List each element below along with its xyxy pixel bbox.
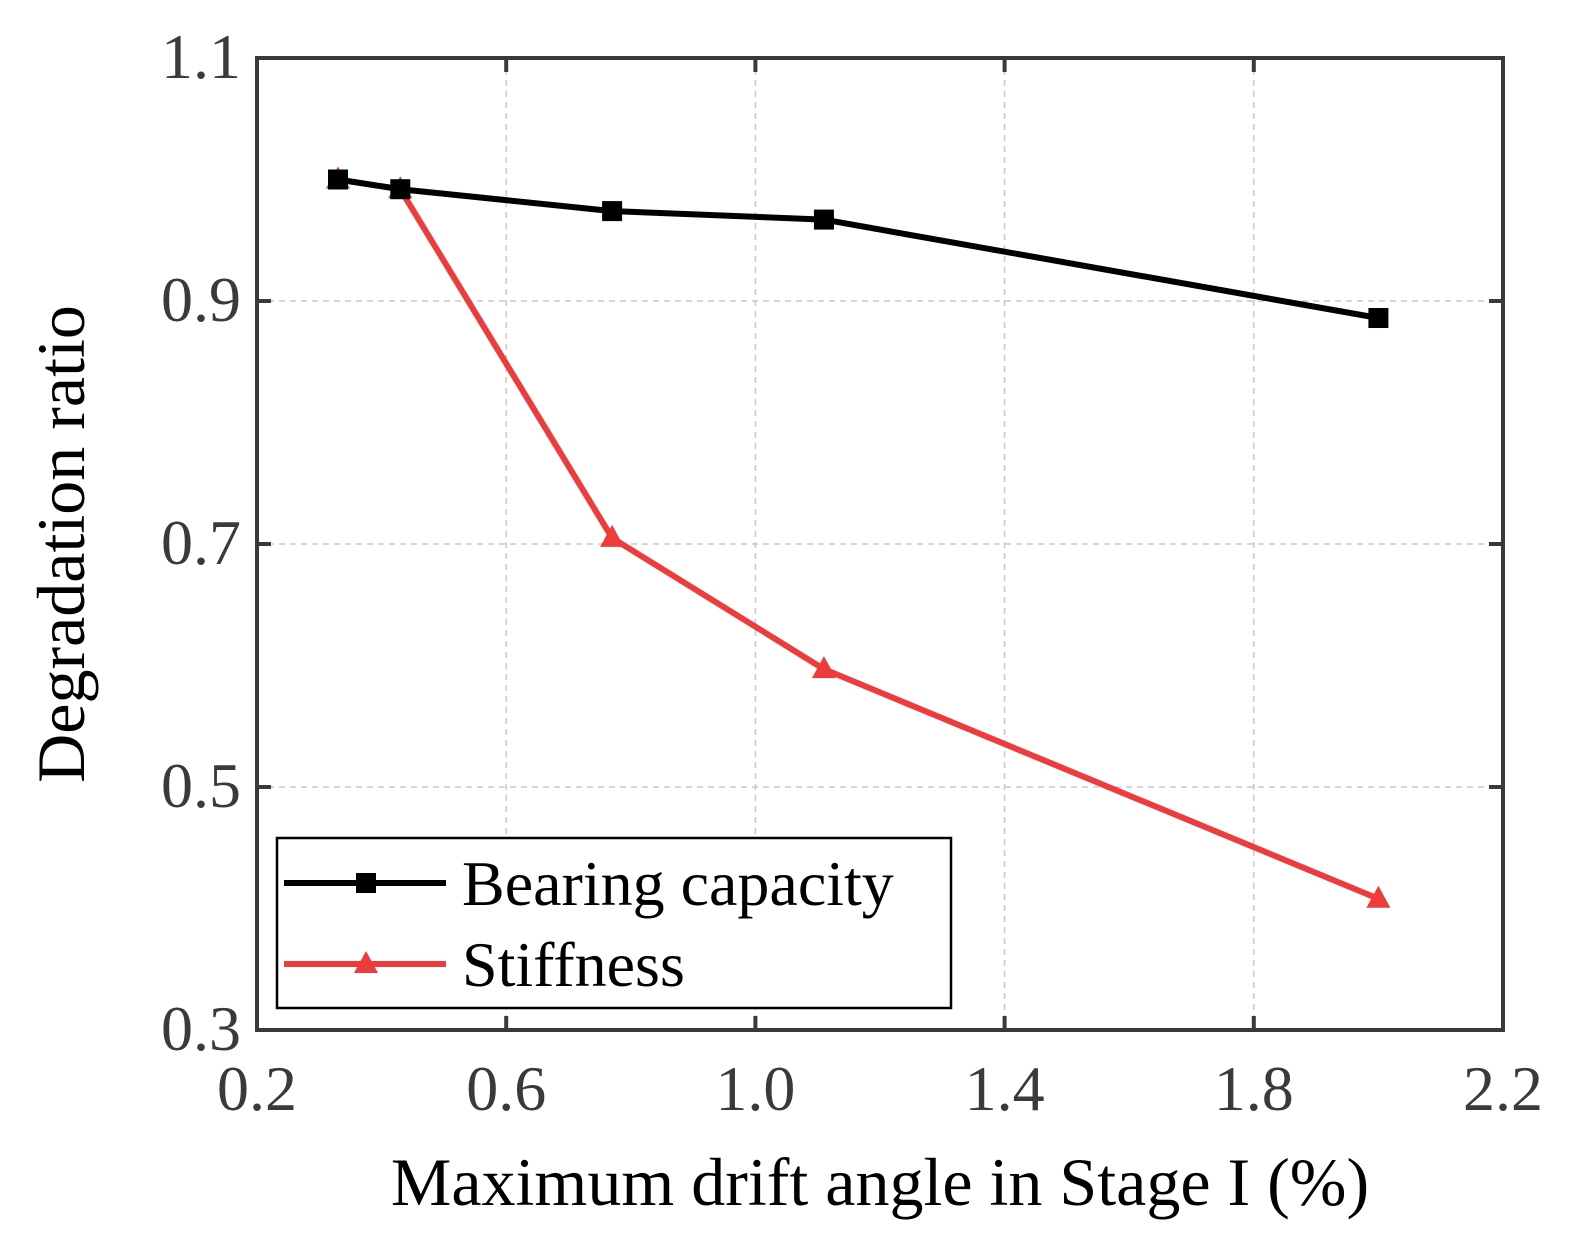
- x-tick-label: 1.0: [715, 1053, 795, 1124]
- data-point-bearing-capacity: [813, 209, 834, 230]
- y-tick-label: 0.5: [161, 750, 241, 821]
- x-axis-title: Maximum drift angle in Stage I (%): [391, 1144, 1369, 1220]
- y-tick-label: 0.3: [161, 993, 241, 1064]
- legend-box: [275, 836, 953, 1010]
- series-line-bearing-capacity: [337, 176, 1379, 321]
- data-point-bearing-capacity: [327, 169, 348, 190]
- data-point-stiffness: [1366, 885, 1391, 908]
- y-tick-label: 0.9: [161, 264, 241, 335]
- legend: Bearing capacity Stiffness: [275, 836, 953, 1010]
- x-tick-label: 0.2: [217, 1053, 297, 1124]
- legend-label-stiffness: Stiffness: [462, 929, 685, 1000]
- x-tick-label: 0.6: [466, 1053, 546, 1124]
- data-point-bearing-capacity: [1368, 308, 1389, 329]
- y-axis-title: Degradation ratio: [23, 305, 99, 783]
- legend-label-bearing-capacity: Bearing capacity: [462, 848, 894, 919]
- y-tick-label: 0.7: [161, 507, 241, 578]
- tick-layer: [255, 56, 1505, 1032]
- tick-label-layer: 0.2 0.6 1.0 1.4 1.8 2.2 0.3 0.5 0.7 0.9 1.1: [161, 21, 1543, 1124]
- y-tick-label: 1.1: [161, 21, 241, 92]
- data-point-stiffness: [600, 524, 625, 547]
- x-tick-label: 2.2: [1463, 1053, 1543, 1124]
- series-layer: [325, 166, 1391, 908]
- data-point-bearing-capacity: [390, 179, 411, 200]
- legend-marker-square: [356, 873, 376, 893]
- data-point-stiffness: [811, 656, 836, 679]
- x-tick-label: 1.8: [1214, 1053, 1294, 1124]
- x-tick-label: 1.4: [965, 1053, 1045, 1124]
- data-point-bearing-capacity: [602, 201, 623, 222]
- legend-marker-triangle: [354, 951, 378, 973]
